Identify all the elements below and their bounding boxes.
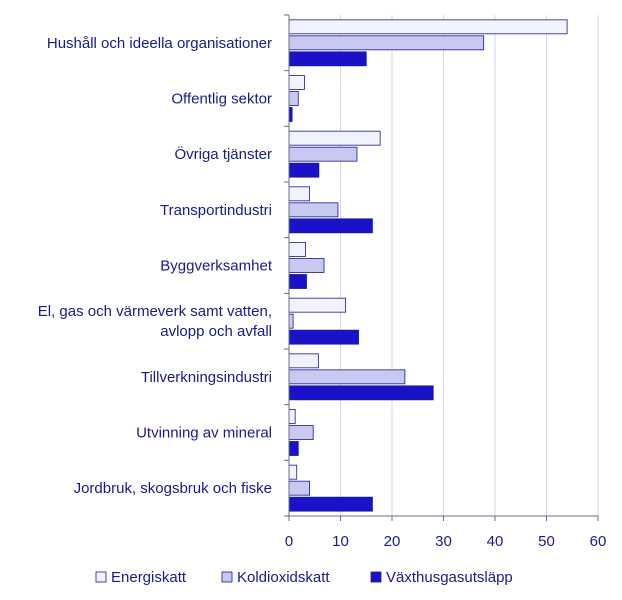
bar bbox=[288, 409, 296, 424]
bar bbox=[288, 51, 367, 67]
category-label: Tillverkningsindustri bbox=[141, 369, 272, 386]
category-label: Utvinning av mineral bbox=[136, 425, 272, 442]
bar bbox=[288, 242, 306, 257]
category-labels: Hushåll och ideella organisationer Offent… bbox=[38, 35, 273, 497]
bar bbox=[288, 353, 319, 369]
bar bbox=[288, 496, 373, 512]
bar bbox=[288, 162, 320, 178]
x-tick-label: 0 bbox=[285, 533, 293, 550]
bar bbox=[288, 464, 298, 480]
x-tick-label: 60 bbox=[590, 533, 607, 550]
legend-swatch bbox=[221, 571, 233, 583]
x-tick-label: 20 bbox=[384, 533, 401, 550]
category-label: Byggverksamhet bbox=[160, 258, 273, 275]
bar bbox=[288, 218, 373, 234]
bar bbox=[288, 425, 314, 440]
category-label: El, gas och värmeverk samt vatten, bbox=[38, 303, 272, 320]
x-tick-label: 30 bbox=[435, 533, 452, 550]
category-label: Hushåll och ideella organisationer bbox=[47, 35, 272, 52]
bar bbox=[288, 313, 294, 329]
x-tick-label: 50 bbox=[538, 533, 555, 550]
x-tick-label: 10 bbox=[332, 533, 349, 550]
category-label: Jordbruk, skogsbruk och fiske bbox=[74, 480, 272, 497]
bar bbox=[288, 75, 305, 90]
category-label: Övriga tjänster bbox=[174, 145, 272, 163]
bar bbox=[288, 329, 359, 345]
legend-label: Koldioxidskatt bbox=[237, 569, 330, 586]
bar bbox=[288, 19, 568, 35]
bar bbox=[288, 480, 311, 496]
legend-label: Växthusgasutsläpp bbox=[386, 569, 513, 586]
bar bbox=[288, 385, 434, 401]
bar bbox=[288, 369, 406, 385]
grid-lines bbox=[340, 15, 599, 516]
bar bbox=[288, 91, 299, 106]
category-label: avlopp och avfall bbox=[160, 323, 272, 340]
legend: Energiskatt Koldioxidskatt Växthusgasutslä… bbox=[95, 569, 513, 586]
x-tick-label: 40 bbox=[487, 533, 504, 550]
bar bbox=[288, 258, 325, 273]
legend-swatch bbox=[95, 571, 107, 583]
bar bbox=[288, 441, 299, 456]
bar bbox=[288, 35, 485, 51]
bar bbox=[288, 297, 347, 313]
bar bbox=[288, 146, 358, 162]
axes: 0 10 20 30 40 50 60 bbox=[284, 14, 607, 550]
legend-swatch bbox=[370, 571, 382, 583]
bar bbox=[288, 202, 339, 218]
bars bbox=[288, 19, 568, 512]
bar bbox=[288, 186, 311, 202]
category-label: Transportindustri bbox=[160, 202, 272, 219]
bar bbox=[288, 274, 307, 289]
category-label: Offentlig sektor bbox=[171, 91, 272, 108]
legend-label: Energiskatt bbox=[111, 569, 187, 586]
bar bbox=[288, 130, 381, 146]
